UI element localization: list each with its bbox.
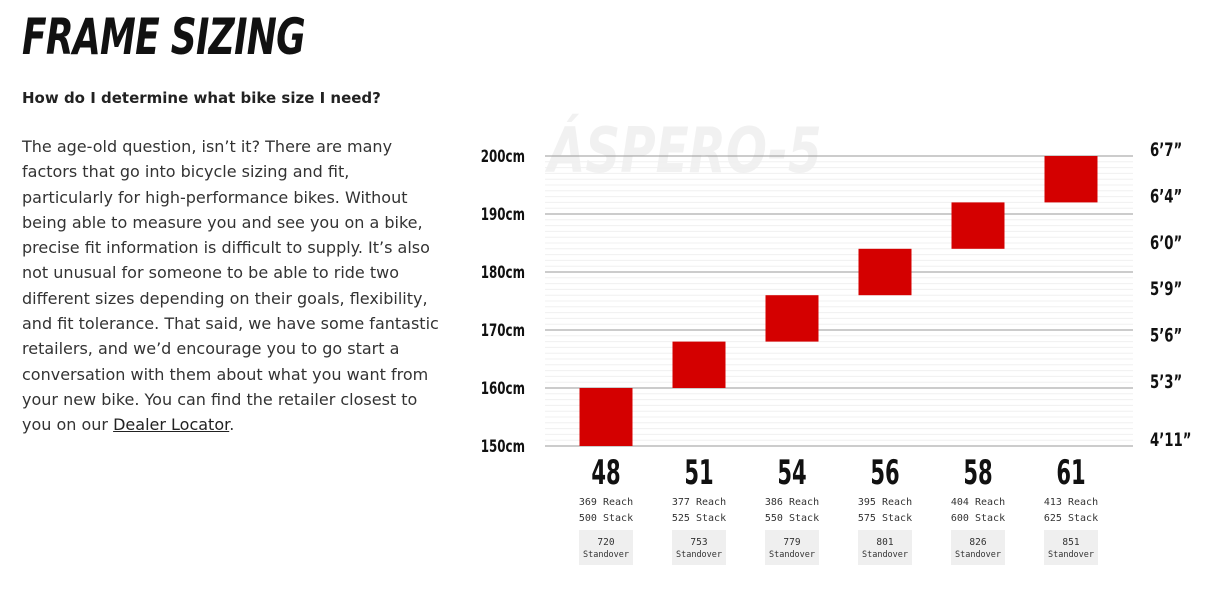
bar	[579, 388, 633, 446]
size-label: 58	[963, 453, 992, 493]
stack-label: Stack	[789, 513, 819, 524]
stack-value: 500	[579, 513, 597, 524]
reach-label: Reach	[882, 497, 912, 508]
page-title: FRAME SIZING	[22, 8, 306, 66]
standover-label: Standover	[955, 550, 1001, 560]
reach-label: Reach	[696, 497, 726, 508]
stack-value: 575	[858, 513, 876, 524]
y-tick-label: 190cm	[481, 205, 525, 225]
standover-value: 851	[1062, 537, 1079, 548]
size-label: 51	[684, 453, 713, 493]
standover-value: 753	[690, 537, 707, 548]
paragraph-end: .	[229, 415, 235, 435]
stack-label: Stack	[975, 513, 1005, 524]
standover-label: Standover	[583, 550, 629, 560]
reach-label: Reach	[789, 497, 819, 508]
reach: 386 Reach	[765, 497, 819, 508]
bar	[672, 341, 726, 388]
reach-label: Reach	[603, 497, 633, 508]
reach-value: 404	[951, 497, 969, 508]
standover-label: Standover	[676, 550, 722, 560]
y2-tick-label: 5’6”	[1150, 324, 1182, 346]
bar	[765, 295, 819, 342]
reach-value: 413	[1044, 497, 1062, 508]
y-tick-label: 200cm	[481, 147, 525, 167]
stack-value: 625	[1044, 513, 1062, 524]
y2-tick-label: 6’0”	[1150, 231, 1182, 253]
reach-label: Reach	[975, 497, 1005, 508]
watermark: ÁSPERO-5	[545, 115, 822, 187]
y2-tick-label: 5’9”	[1150, 278, 1182, 300]
size-label: 56	[870, 453, 899, 493]
standover-value: 826	[969, 537, 986, 548]
standover-label: Standover	[1048, 550, 1094, 560]
reach: 413 Reach	[1044, 497, 1098, 508]
stack: 600 Stack	[951, 513, 1005, 524]
stack-value: 525	[672, 513, 690, 524]
stack: 550 Stack	[765, 513, 819, 524]
standover-value: 801	[876, 537, 893, 548]
reach: 404 Reach	[951, 497, 1005, 508]
y-tick-label: 150cm	[481, 437, 525, 457]
stack-label: Stack	[696, 513, 726, 524]
paragraph: The age-old question, isn’t it? There ar…	[22, 134, 442, 438]
y2-tick-label: 4’11”	[1150, 429, 1192, 451]
bar	[858, 248, 912, 296]
standover-value: 720	[597, 537, 614, 548]
stack-label: Stack	[1068, 513, 1098, 524]
stack: 525 Stack	[672, 513, 726, 524]
reach: 369 Reach	[579, 497, 633, 508]
reach-label: Reach	[1068, 497, 1098, 508]
reach: 377 Reach	[672, 497, 726, 508]
bar	[951, 202, 1005, 249]
stack-label: Stack	[603, 513, 633, 524]
paragraph-text: The age-old question, isn’t it? There ar…	[22, 137, 439, 435]
standover-box	[765, 530, 819, 565]
stack: 575 Stack	[858, 513, 912, 524]
standover-box	[579, 530, 633, 565]
reach: 395 Reach	[858, 497, 912, 508]
reach-value: 369	[579, 497, 597, 508]
stack: 500 Stack	[579, 513, 633, 524]
standover-box	[951, 530, 1005, 565]
standover-label: Standover	[769, 550, 815, 560]
y2-tick-label: 5’3”	[1150, 371, 1182, 393]
standover-box	[1044, 530, 1098, 565]
standover-box	[858, 530, 912, 565]
y-tick-label: 160cm	[481, 379, 525, 399]
bar	[1044, 156, 1098, 203]
reach-value: 395	[858, 497, 876, 508]
stack: 625 Stack	[1044, 513, 1098, 524]
question: How do I determine what bike size I need…	[22, 89, 381, 107]
reach-value: 386	[765, 497, 783, 508]
size-label: 54	[777, 453, 806, 493]
dealer-link[interactable]: Dealer Locator	[113, 415, 230, 435]
stack-value: 550	[765, 513, 783, 524]
y2-tick-label: 6’4”	[1150, 185, 1182, 207]
stack-label: Stack	[882, 513, 912, 524]
stack-value: 600	[951, 513, 969, 524]
y2-tick-label: 6’7”	[1150, 139, 1182, 161]
standover-value: 779	[783, 537, 800, 548]
y-tick-label: 170cm	[481, 321, 525, 341]
size-label: 61	[1056, 453, 1085, 493]
standover-label: Standover	[862, 550, 908, 560]
standover-box	[672, 530, 726, 565]
size-label: 48	[591, 453, 620, 493]
y-tick-label: 180cm	[481, 263, 525, 283]
reach-value: 377	[672, 497, 690, 508]
